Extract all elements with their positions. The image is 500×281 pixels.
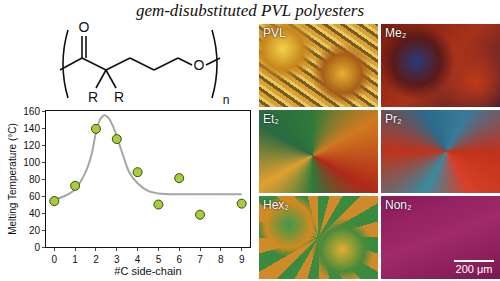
- svg-text:9: 9: [239, 254, 245, 265]
- svg-text:7: 7: [197, 254, 203, 265]
- svg-text:100: 100: [23, 157, 40, 168]
- html-text:gem-disubstituted PVL polyeste: gem-disubstituted PVL polyesters: [135, 1, 365, 20]
- svg-text:O: O: [194, 57, 205, 73]
- svg-text:140: 140: [23, 123, 40, 134]
- svg-text:n: n: [223, 93, 230, 106]
- svg-text:20: 20: [29, 225, 41, 236]
- svg-text:R: R: [114, 89, 124, 105]
- svg-text:R: R: [88, 89, 98, 105]
- svg-text:40: 40: [29, 208, 41, 219]
- svg-text:6: 6: [176, 254, 182, 265]
- html-text:Hex₂: Hex₂: [263, 198, 289, 212]
- svg-text:Melting Temperature (°C): Melting Temperature (°C): [7, 123, 18, 235]
- svg-text:80: 80: [29, 174, 41, 185]
- svg-text:3: 3: [114, 254, 120, 265]
- svg-text:120: 120: [23, 140, 40, 151]
- svg-text:0: 0: [34, 242, 40, 253]
- html-text:PVL: PVL: [263, 26, 286, 40]
- svg-text:O: O: [79, 19, 90, 35]
- svg-text:1: 1: [72, 254, 78, 265]
- html-text:Pr₂: Pr₂: [385, 112, 402, 126]
- html-text:Non₂: Non₂: [385, 198, 412, 212]
- svg-text:8: 8: [218, 254, 224, 265]
- svg-text:4: 4: [135, 254, 141, 265]
- svg-text:#C side-chain: #C side-chain: [114, 265, 181, 277]
- html-text:Et₂: Et₂: [263, 112, 279, 126]
- html-text:200 μm: 200 μm: [455, 263, 493, 275]
- svg-text:160: 160: [23, 106, 40, 117]
- svg-text:5: 5: [156, 254, 162, 265]
- svg-text:60: 60: [29, 191, 41, 202]
- svg-text:2: 2: [93, 254, 99, 265]
- html-text:Me₂: Me₂: [385, 26, 407, 40]
- svg-text:0: 0: [52, 254, 58, 265]
